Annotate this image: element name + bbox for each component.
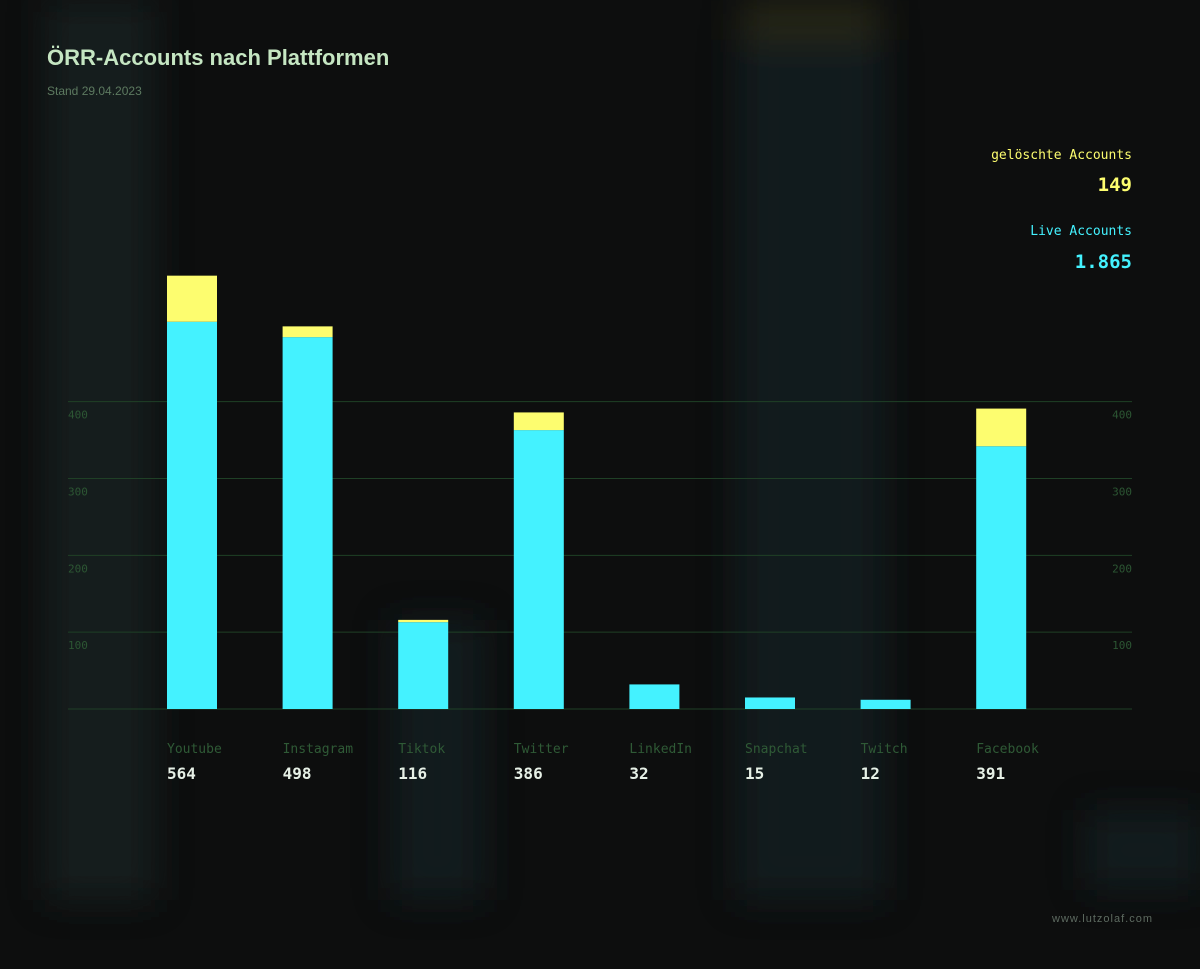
y-tick-label: 400 [68,409,88,422]
x-tick-label: Instagram [283,742,354,757]
bar-segment [282,326,333,338]
footer: www.lutzolaf.com [1051,913,1153,925]
bar-segment [745,697,795,709]
category-total: 564 [167,764,196,783]
y-tick-label: 100 [1112,639,1132,652]
bar-segment [398,622,449,709]
chart-subtitle: Stand 29.04.2023 [47,84,142,98]
chart-title: ÖRR-Accounts nach Plattformen [47,45,389,70]
bar-segment [513,412,564,431]
background-glow [45,0,1200,900]
y-tick-label: 400 [1112,409,1132,422]
bar-segment [976,446,1027,709]
y-tick-label: 200 [1112,562,1132,575]
bar-segment [513,430,564,709]
category-total: 498 [283,764,312,783]
x-tick-label: Youtube [167,742,222,757]
legend-total: 1.865 [1075,251,1132,273]
legend-total: 149 [1098,174,1132,196]
bar-segment [167,321,217,709]
bar-segment [167,275,217,322]
legend-label: Live Accounts [1030,224,1132,239]
bar-segment [629,684,680,709]
bar-segment [282,337,333,709]
bar-segment [976,408,1027,447]
y-tick-label: 300 [1112,486,1132,499]
category-total: 12 [861,764,880,783]
category-total: 386 [514,764,543,783]
x-tick-label: Facebook [976,742,1039,757]
x-tick-label: Twitch [861,742,908,757]
x-tick-label: LinkedIn [629,742,692,757]
bar-segment [398,619,449,623]
bar-segment [860,699,911,709]
category-total: 116 [398,764,427,783]
category-total: 15 [745,764,764,783]
category-total: 391 [976,764,1005,783]
legend-label: gelöschte Accounts [991,148,1132,163]
x-tick-label: Tiktok [398,742,445,757]
category-total: 32 [629,764,648,783]
y-tick-label: 200 [68,562,88,575]
y-tick-label: 300 [68,486,88,499]
x-tick-label: Snapchat [745,742,808,757]
y-tick-label: 100 [68,639,88,652]
x-tick-label: Twitter [514,742,569,757]
